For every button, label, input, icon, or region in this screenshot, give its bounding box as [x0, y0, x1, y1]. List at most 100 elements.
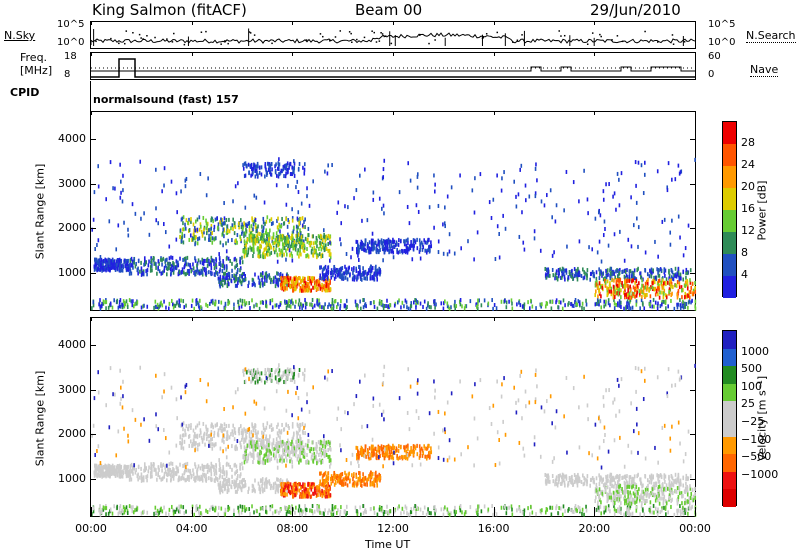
echo-cell [236, 473, 239, 478]
echo-cell [262, 281, 264, 286]
echo-cell [106, 265, 108, 270]
echo-cell [614, 289, 616, 294]
echo-cell [566, 244, 568, 249]
echo-cell [591, 247, 594, 252]
echo-cell [242, 432, 244, 437]
echo-cell [322, 228, 325, 233]
echo-cell [353, 196, 355, 201]
echo-cell [648, 288, 651, 293]
echo-cell [572, 276, 574, 281]
echo-cell [268, 242, 271, 247]
y-tick-mark [690, 273, 696, 275]
echo-cell [523, 247, 526, 252]
echo-cell [227, 272, 230, 277]
echo-cell [252, 280, 255, 285]
echo-cell [278, 453, 281, 458]
echo-cell [250, 238, 253, 243]
echo-cell [355, 266, 358, 271]
echo-cell [283, 252, 285, 257]
echo-cell [282, 246, 284, 251]
echo-cell [241, 484, 244, 489]
echo-cell [233, 276, 235, 281]
echo-cell [602, 197, 605, 202]
echo-cell [676, 302, 678, 307]
echo-cell [356, 276, 358, 281]
cpid-divider [90, 81, 91, 111]
echo-cell [589, 277, 592, 282]
echo-cell [233, 463, 236, 468]
echo-cell [568, 272, 571, 277]
echo-cell [251, 452, 253, 457]
echo-cell [653, 280, 656, 285]
echo-cell [307, 233, 310, 238]
echo-cell [216, 216, 218, 221]
echo-cell [219, 284, 221, 289]
echo-cell [252, 227, 254, 232]
echo-cell [690, 285, 693, 290]
echo-cell [201, 272, 204, 277]
nsearch-point [672, 43, 675, 45]
echo-cell [694, 299, 697, 304]
echo-cell [321, 451, 324, 456]
echo-cell [555, 271, 558, 276]
echo-cell [213, 237, 215, 242]
echo-cell [329, 252, 332, 257]
echo-cell [268, 273, 271, 278]
echo-cell [172, 305, 175, 310]
echo-cell [376, 474, 379, 479]
echo-cell [290, 242, 293, 247]
echo-cell [647, 277, 649, 282]
echo-cell [277, 243, 280, 248]
echo-cell [284, 278, 286, 283]
echo-cell [187, 426, 189, 431]
echo-cell [649, 294, 652, 299]
echo-cell [299, 438, 302, 443]
colorbar-tick-label: 28 [741, 136, 755, 149]
echo-cell [251, 483, 254, 488]
echo-cell [409, 306, 412, 311]
echo-cell [346, 304, 348, 309]
echo-cell [245, 164, 248, 169]
echo-cell [130, 462, 133, 467]
echo-cell [253, 304, 255, 309]
echo-cell [265, 228, 268, 233]
echo-cell [194, 256, 196, 261]
echo-cell [165, 305, 167, 310]
echo-cell [496, 173, 498, 178]
echo-cell [313, 491, 315, 496]
echo-cell [498, 255, 501, 260]
echo-cell [284, 445, 286, 450]
echo-cell [268, 481, 271, 486]
echo-cell [102, 473, 105, 478]
echo-cell [287, 218, 290, 223]
echo-cell [650, 285, 652, 290]
echo-cell [228, 272, 231, 277]
echo-cell [248, 439, 251, 444]
nsearch-point [419, 34, 421, 36]
echo-cell [211, 446, 214, 451]
echo-cell [222, 243, 224, 248]
echo-cell [226, 434, 229, 439]
echo-cell [642, 287, 645, 292]
echo-cell [284, 492, 286, 497]
echo-cell [95, 266, 97, 271]
echo-cell [540, 304, 543, 309]
echo-cell [264, 247, 266, 252]
echo-cell [194, 219, 197, 224]
echo-cell [627, 295, 630, 300]
echo-cell [356, 240, 359, 245]
echo-cell [287, 283, 290, 288]
echo-cell [228, 217, 230, 222]
echo-cell [333, 276, 336, 281]
echo-cell [275, 279, 277, 284]
echo-cell [268, 424, 271, 429]
echo-cell [382, 247, 385, 252]
echo-cell [328, 454, 331, 459]
echo-cell [356, 303, 358, 308]
echo-cell [128, 477, 131, 482]
echo-cell [599, 298, 602, 303]
echo-cell [374, 272, 377, 277]
echo-cell [272, 438, 275, 443]
echo-cell [114, 262, 116, 267]
echo-cell [240, 430, 243, 435]
